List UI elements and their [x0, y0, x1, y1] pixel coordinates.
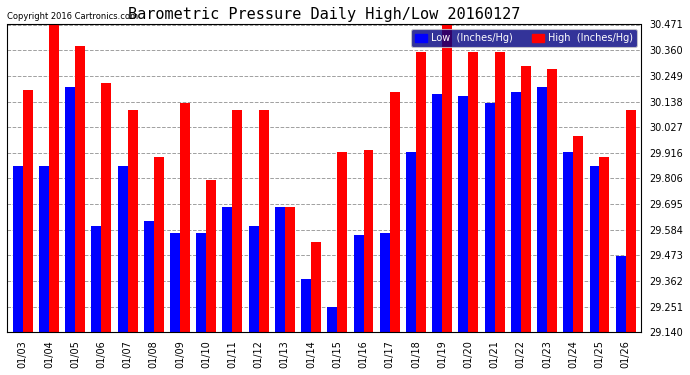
- Bar: [458, 96, 469, 332]
- Bar: [390, 92, 400, 332]
- Bar: [521, 66, 531, 332]
- Bar: [248, 226, 259, 332]
- Bar: [573, 136, 583, 332]
- Bar: [327, 307, 337, 332]
- Bar: [380, 233, 390, 332]
- Bar: [364, 150, 373, 332]
- Legend: Low  (Inches/Hg), High  (Inches/Hg): Low (Inches/Hg), High (Inches/Hg): [411, 29, 637, 47]
- Bar: [337, 152, 347, 332]
- Bar: [222, 207, 233, 332]
- Bar: [101, 82, 111, 332]
- Bar: [154, 157, 164, 332]
- Bar: [144, 221, 154, 332]
- Bar: [75, 45, 85, 332]
- Bar: [180, 104, 190, 332]
- Bar: [615, 256, 626, 332]
- Bar: [170, 233, 180, 332]
- Bar: [511, 92, 521, 332]
- Bar: [12, 166, 23, 332]
- Bar: [196, 233, 206, 332]
- Bar: [117, 166, 128, 332]
- Bar: [128, 110, 137, 332]
- Bar: [65, 87, 75, 332]
- Bar: [484, 104, 495, 332]
- Bar: [91, 226, 101, 332]
- Bar: [353, 235, 364, 332]
- Title: Barometric Pressure Daily High/Low 20160127: Barometric Pressure Daily High/Low 20160…: [128, 7, 520, 22]
- Bar: [23, 90, 32, 332]
- Bar: [285, 207, 295, 332]
- Text: Copyright 2016 Cartronics.com: Copyright 2016 Cartronics.com: [7, 12, 138, 21]
- Bar: [259, 110, 268, 332]
- Bar: [406, 152, 416, 332]
- Bar: [416, 53, 426, 332]
- Bar: [589, 166, 600, 332]
- Bar: [495, 53, 504, 332]
- Bar: [537, 87, 547, 332]
- Bar: [626, 110, 635, 332]
- Bar: [301, 279, 311, 332]
- Bar: [311, 242, 321, 332]
- Bar: [600, 157, 609, 332]
- Bar: [442, 25, 452, 332]
- Bar: [563, 152, 573, 332]
- Bar: [275, 207, 285, 332]
- Bar: [49, 25, 59, 332]
- Bar: [547, 69, 557, 332]
- Bar: [39, 166, 49, 332]
- Bar: [206, 180, 216, 332]
- Bar: [469, 53, 478, 332]
- Bar: [432, 94, 442, 332]
- Bar: [233, 110, 242, 332]
